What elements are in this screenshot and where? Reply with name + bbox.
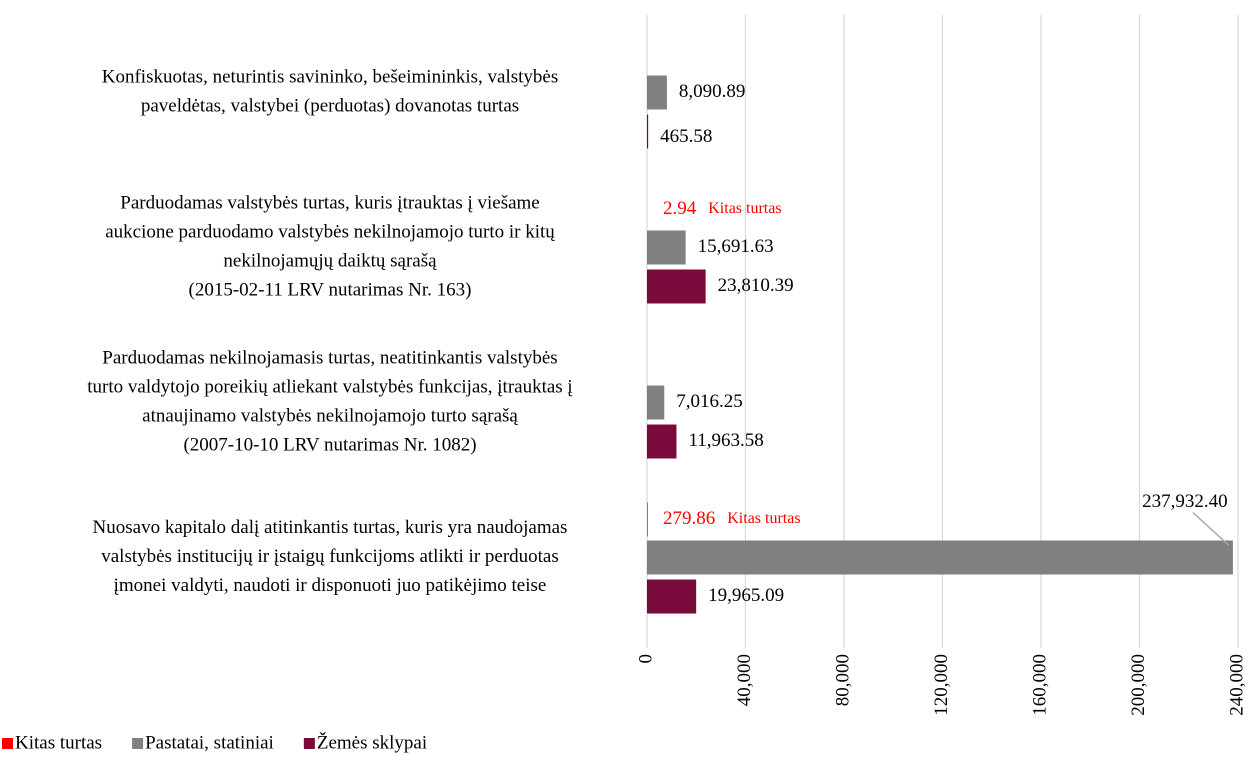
legend-label: Pastatai, statiniai	[145, 732, 274, 753]
x-tick-label: 80,000	[832, 654, 853, 706]
legend-swatch	[303, 738, 315, 749]
value-label: 11,963.58	[688, 430, 763, 451]
category-label: įmonei valdyti, naudoti ir disponuoti ju…	[114, 575, 547, 596]
value-label: 7,016.25	[676, 391, 743, 412]
category-label: Parduodamas valstybės turtas, kuris įtra…	[120, 192, 540, 213]
bar	[647, 502, 648, 537]
series-label: Kitas turtas	[708, 200, 781, 217]
x-tick-label: 200,000	[1128, 654, 1149, 716]
category-label: paveldėtas, valstybei (perduotas) dovano…	[141, 95, 519, 116]
category-label: atnaujinamo valstybės nekilnojamojo turt…	[142, 405, 518, 426]
legend-label: Kitas turtas	[15, 732, 102, 753]
category-label: (2015-02-11 LRV nutarimas Nr. 163)	[189, 279, 472, 300]
bar	[647, 385, 665, 420]
bar	[647, 114, 649, 149]
x-tick-label: 120,000	[931, 654, 952, 716]
category-label: nekilnojamųjų daiktų sąrašą	[223, 250, 437, 271]
x-tick-label: 0	[635, 654, 656, 664]
bar	[647, 424, 677, 459]
value-label: 23,810.39	[718, 275, 794, 296]
bar	[647, 230, 686, 265]
bar	[647, 269, 706, 304]
value-label: 237,932.40	[1142, 491, 1228, 512]
legend-swatch	[132, 738, 144, 749]
bar	[647, 579, 697, 614]
value-label: 2.94	[663, 198, 697, 219]
bar	[647, 540, 1233, 575]
value-label: 8,090.89	[679, 81, 746, 102]
value-label: 15,691.63	[698, 236, 774, 257]
legend-swatch	[2, 738, 13, 749]
category-label: turto valdytojo poreikių atliekant valst…	[87, 376, 572, 397]
x-tick-label: 240,000	[1226, 654, 1247, 716]
x-tick-label: 160,000	[1029, 654, 1050, 716]
x-tick-label: 40,000	[734, 654, 755, 706]
value-label: 19,965.09	[708, 585, 784, 606]
leader-line	[1192, 511, 1230, 547]
category-label: Parduodamas nekilnojamasis turtas, neati…	[102, 347, 557, 368]
series-label: Kitas turtas	[727, 510, 800, 527]
category-label: aukcione parduodamo valstybės nekilnojam…	[105, 221, 555, 242]
category-label: Konfiskuotas, neturintis savininko, beše…	[102, 66, 559, 87]
legend-label: Žemės sklypai	[317, 731, 427, 753]
category-label: Nuosavo kapitalo dalį atitinkantis turta…	[93, 517, 568, 538]
value-label: 465.58	[660, 126, 712, 147]
value-label: 279.86	[663, 508, 715, 529]
category-label: (2007-10-10 LRV nutarimas Nr. 1082)	[183, 434, 476, 455]
bar	[647, 75, 667, 110]
category-label: valstybės institucijų ir įstaigų funkcij…	[101, 546, 559, 567]
